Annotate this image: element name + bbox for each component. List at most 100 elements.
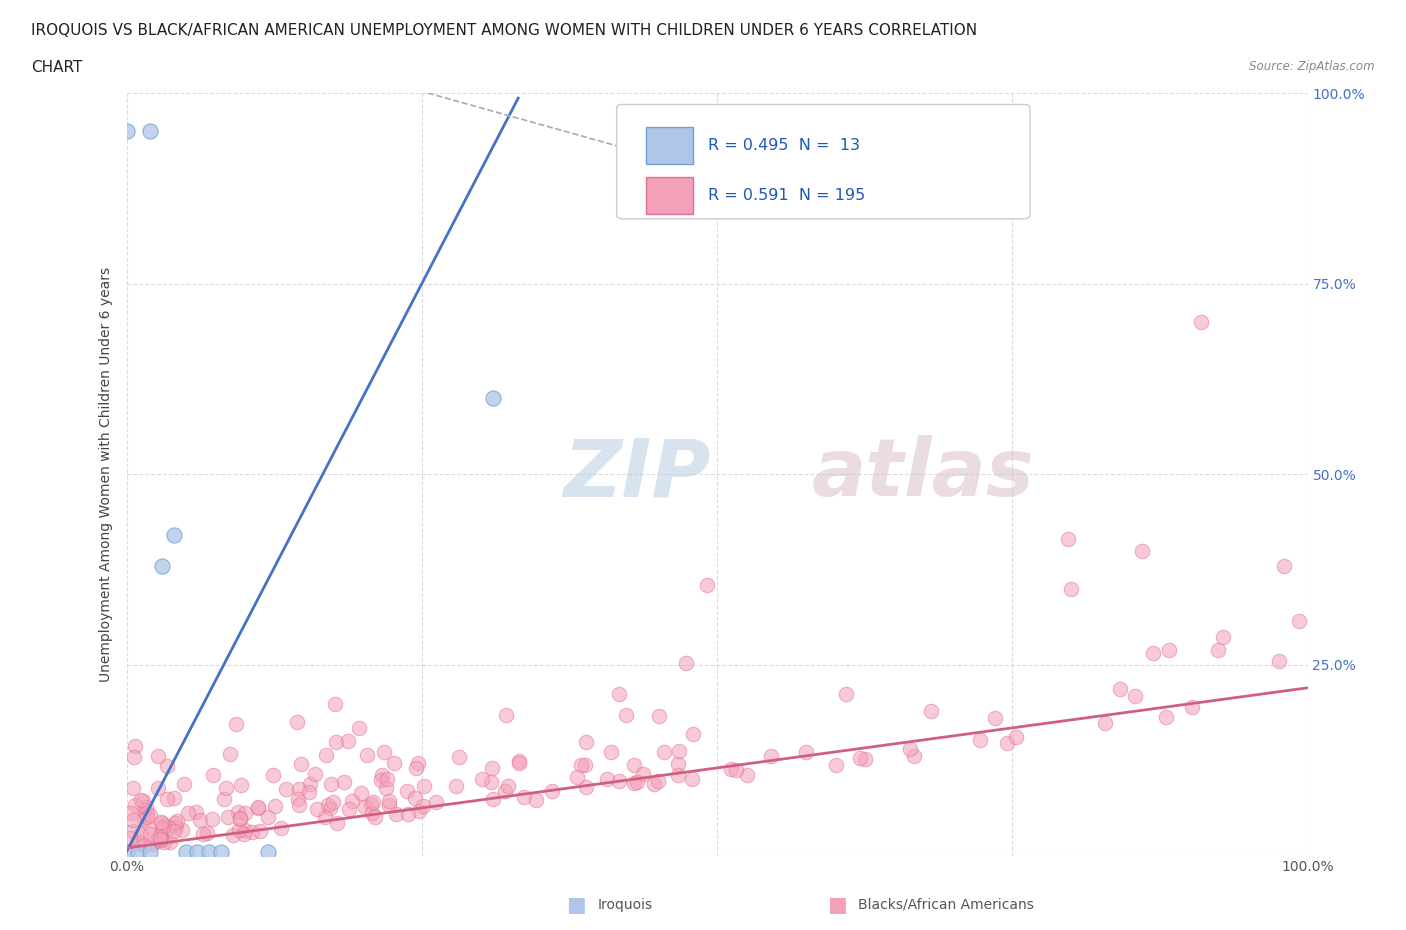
- Point: [166, 813, 188, 828]
- Point: [217, 809, 239, 824]
- Point: [322, 795, 344, 810]
- Point: [824, 757, 846, 772]
- Point: [146, 748, 169, 763]
- Point: [156, 758, 179, 773]
- Text: R = 0.495  N =  13: R = 0.495 N = 13: [707, 139, 859, 153]
- Point: [481, 760, 503, 775]
- Point: [135, 810, 157, 825]
- Point: [174, 844, 197, 859]
- Text: R = 0.591  N = 195: R = 0.591 N = 195: [707, 188, 865, 204]
- FancyBboxPatch shape: [647, 178, 693, 214]
- Point: [898, 741, 921, 756]
- Y-axis label: Unemployment Among Women with Children Under 6 years: Unemployment Among Women with Children U…: [100, 267, 114, 682]
- Point: [759, 749, 782, 764]
- Point: [406, 756, 429, 771]
- Text: ■: ■: [567, 895, 586, 915]
- Point: [135, 806, 157, 821]
- Point: [623, 758, 645, 773]
- Point: [396, 783, 419, 798]
- Point: [648, 709, 671, 724]
- Point: [1267, 654, 1289, 669]
- Point: [304, 766, 326, 781]
- Text: IROQUOIS VS BLACK/AFRICAN AMERICAN UNEMPLOYMENT AMONG WOMEN WITH CHILDREN UNDER : IROQUOIS VS BLACK/AFRICAN AMERICAN UNEMP…: [31, 23, 977, 38]
- Point: [156, 819, 179, 834]
- Point: [682, 726, 704, 741]
- Point: [132, 794, 155, 809]
- Point: [599, 745, 621, 760]
- Point: [124, 798, 146, 813]
- Point: [482, 791, 505, 806]
- Point: [360, 805, 382, 820]
- Point: [184, 804, 207, 819]
- Point: [121, 813, 143, 828]
- Point: [232, 826, 254, 841]
- Point: [138, 820, 160, 835]
- Point: [794, 745, 817, 760]
- Point: [1181, 699, 1204, 714]
- Point: [246, 800, 269, 815]
- Point: [849, 751, 872, 765]
- Point: [257, 844, 280, 859]
- Point: [122, 750, 145, 764]
- Point: [287, 792, 309, 807]
- Point: [132, 803, 155, 817]
- Point: [495, 708, 517, 723]
- Point: [139, 844, 162, 859]
- Point: [127, 835, 149, 850]
- Point: [574, 758, 596, 773]
- Point: [385, 806, 408, 821]
- Point: [1094, 715, 1116, 730]
- Point: [150, 558, 173, 573]
- Point: [969, 732, 991, 747]
- Point: [370, 773, 392, 788]
- Point: [1060, 581, 1083, 596]
- Point: [149, 830, 172, 844]
- Point: [596, 772, 619, 787]
- Point: [115, 844, 138, 859]
- Point: [361, 794, 384, 809]
- Point: [405, 761, 427, 776]
- Point: [143, 835, 166, 850]
- Point: [129, 834, 152, 849]
- Point: [652, 744, 675, 759]
- Point: [1157, 643, 1180, 658]
- Point: [325, 735, 347, 750]
- Point: [374, 780, 396, 795]
- Point: [668, 743, 690, 758]
- Point: [134, 838, 156, 853]
- Point: [240, 825, 263, 840]
- Point: [141, 836, 163, 851]
- Point: [675, 656, 697, 671]
- FancyBboxPatch shape: [647, 127, 693, 164]
- Point: [378, 793, 401, 808]
- Point: [609, 773, 631, 788]
- Point: [647, 773, 669, 788]
- Point: [115, 124, 138, 139]
- Point: [412, 778, 434, 793]
- Point: [681, 771, 703, 786]
- Point: [1109, 682, 1132, 697]
- Point: [150, 821, 173, 836]
- Text: ■: ■: [827, 895, 846, 915]
- Point: [498, 778, 520, 793]
- Point: [631, 766, 654, 781]
- Point: [1212, 629, 1234, 644]
- Point: [508, 756, 530, 771]
- Point: [479, 774, 502, 789]
- Point: [396, 806, 419, 821]
- Point: [354, 799, 377, 814]
- Point: [378, 798, 401, 813]
- Point: [373, 745, 395, 760]
- Point: [121, 780, 143, 795]
- Point: [350, 786, 373, 801]
- Point: [447, 750, 470, 764]
- Point: [229, 810, 252, 825]
- Point: [995, 736, 1018, 751]
- Point: [122, 824, 145, 839]
- Point: [541, 784, 564, 799]
- Point: [129, 792, 152, 807]
- Point: [163, 824, 186, 839]
- Point: [835, 686, 858, 701]
- Point: [299, 777, 322, 791]
- Text: CHART: CHART: [31, 60, 83, 75]
